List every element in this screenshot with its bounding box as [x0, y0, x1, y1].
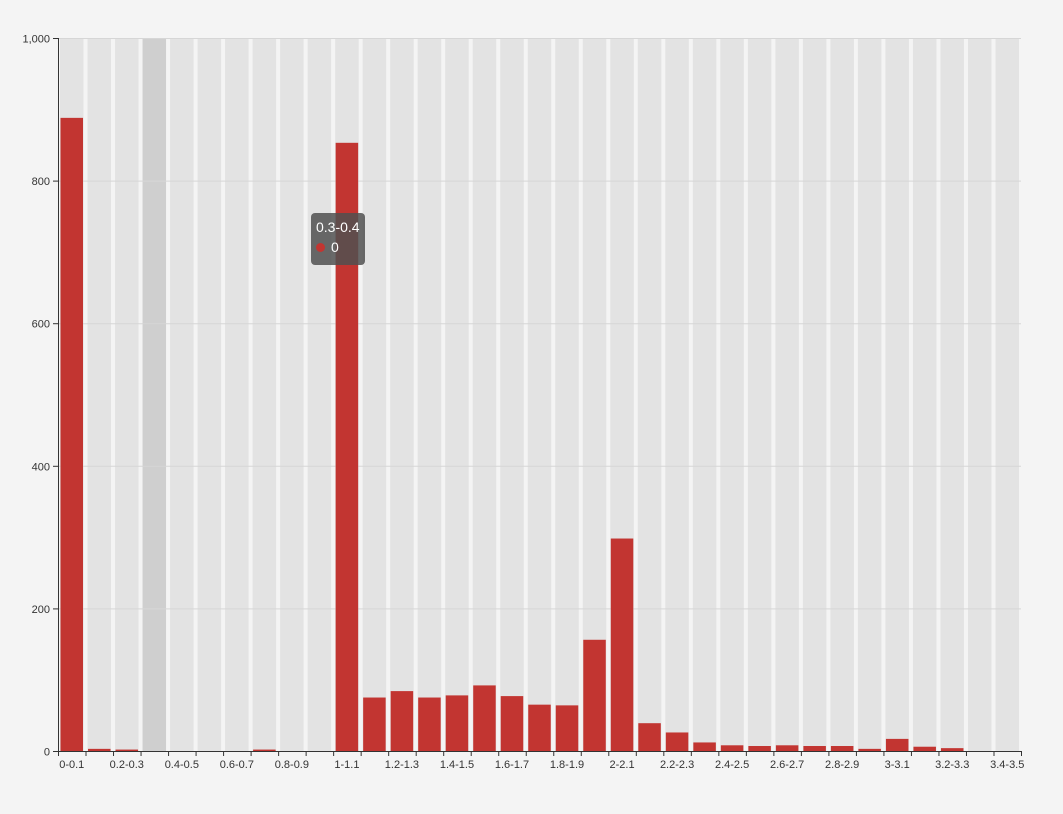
- x-tick-label: 0.8-0.9: [275, 759, 309, 771]
- x-tick-label: 2.2-2.3: [660, 759, 694, 771]
- highlighted-band: [142, 38, 167, 751]
- category-band: [472, 38, 497, 751]
- bar: [940, 748, 964, 751]
- category-band: [692, 38, 717, 751]
- x-tick-label: 1.8-1.9: [550, 759, 584, 771]
- category-band: [225, 38, 249, 751]
- x-tick-label: 3.4-3.5: [990, 759, 1024, 771]
- bar: [363, 697, 386, 751]
- category-band: [307, 38, 332, 751]
- tooltip: 0.3-0.4 0: [311, 213, 365, 265]
- category-band: [857, 38, 882, 751]
- category-band: [362, 38, 387, 751]
- y-tick-label: 0: [44, 747, 50, 759]
- bar: [418, 697, 441, 751]
- category-band: [170, 38, 194, 751]
- x-tick-label: 1.6-1.7: [495, 759, 529, 771]
- category-band: [445, 38, 469, 751]
- y-tick-label: 200: [32, 604, 50, 616]
- tooltip-series-marker: [316, 242, 325, 252]
- category-band: [87, 38, 112, 751]
- category-band: [802, 38, 827, 751]
- tooltip-value: 0: [331, 239, 339, 255]
- category-band: [527, 38, 552, 751]
- x-axis-ticks: 0-0.1 0.2-0.3 0.4-0.5 0.6-0.7 0.8-0.9 1-1.1 1.…: [58, 751, 1024, 771]
- bar: [693, 742, 716, 751]
- category-band: [500, 38, 524, 751]
- category-bands: [60, 38, 1019, 751]
- category-band: [747, 38, 772, 751]
- bar: [583, 639, 606, 751]
- x-tick-label: 0.4-0.5: [165, 759, 199, 771]
- axes: [58, 38, 1021, 752]
- bar: [88, 748, 111, 751]
- bar: [335, 142, 359, 751]
- category-band: [775, 38, 799, 751]
- x-tick-label: 3-3.1: [885, 759, 910, 771]
- x-tick-label: 3.2-3.3: [935, 759, 969, 771]
- y-tick-label: 400: [32, 461, 50, 473]
- category-band: [637, 38, 662, 751]
- category-band: [115, 38, 139, 751]
- category-band: [665, 38, 689, 751]
- y-tick-label: 1,000: [22, 34, 50, 46]
- bar: [830, 746, 854, 751]
- category-band: [555, 38, 579, 751]
- bar-series: [60, 117, 964, 751]
- bar: [720, 745, 744, 751]
- category-band: [252, 38, 277, 751]
- bar: [748, 746, 771, 751]
- category-band: [197, 38, 222, 751]
- y-axis-ticks: 0 200 400 600 800 1,000: [22, 34, 58, 759]
- bar: [913, 746, 936, 751]
- bar: [638, 723, 661, 751]
- x-tick-label: 2.4-2.5: [715, 759, 749, 771]
- category-band: [582, 38, 607, 751]
- bar: [555, 705, 579, 751]
- y-tick-label: 600: [32, 319, 50, 331]
- bar: [803, 746, 826, 751]
- bar: [253, 749, 276, 751]
- bar: [445, 695, 469, 751]
- category-band: [417, 38, 442, 751]
- x-tick-label: 2.6-2.7: [770, 759, 804, 771]
- bar: [115, 749, 139, 751]
- x-tick-label: 0.2-0.3: [110, 759, 144, 771]
- x-tick-label: 1.2-1.3: [385, 759, 419, 771]
- x-tick-label: 1-1.1: [334, 759, 359, 771]
- category-band: [390, 38, 414, 751]
- bar: [500, 696, 524, 751]
- bar: [885, 738, 909, 751]
- y-tick-label: 800: [32, 176, 50, 188]
- bar: [390, 691, 414, 751]
- x-tick-label: 1.4-1.5: [440, 759, 474, 771]
- grid-lines: [58, 38, 1021, 752]
- category-band: [885, 38, 909, 751]
- category-band: [967, 38, 992, 751]
- category-band: [995, 38, 1019, 751]
- bar: [610, 538, 634, 751]
- x-tick-label: 2.8-2.9: [825, 759, 859, 771]
- x-tick-label: 0-0.1: [59, 759, 84, 771]
- bar: [60, 117, 84, 751]
- category-band: [720, 38, 744, 751]
- category-band: [830, 38, 854, 751]
- x-tick-label: 2-2.1: [610, 759, 635, 771]
- bar: [528, 704, 551, 751]
- tooltip-category: 0.3-0.4: [316, 219, 360, 235]
- bar: [665, 732, 689, 751]
- bar: [473, 685, 496, 751]
- x-tick-label: 0.6-0.7: [220, 759, 254, 771]
- category-band: [940, 38, 964, 751]
- category-band: [912, 38, 937, 751]
- category-band: [280, 38, 304, 751]
- tooltip-row: 0: [316, 239, 365, 255]
- bar: [775, 745, 799, 751]
- bar: [858, 748, 881, 751]
